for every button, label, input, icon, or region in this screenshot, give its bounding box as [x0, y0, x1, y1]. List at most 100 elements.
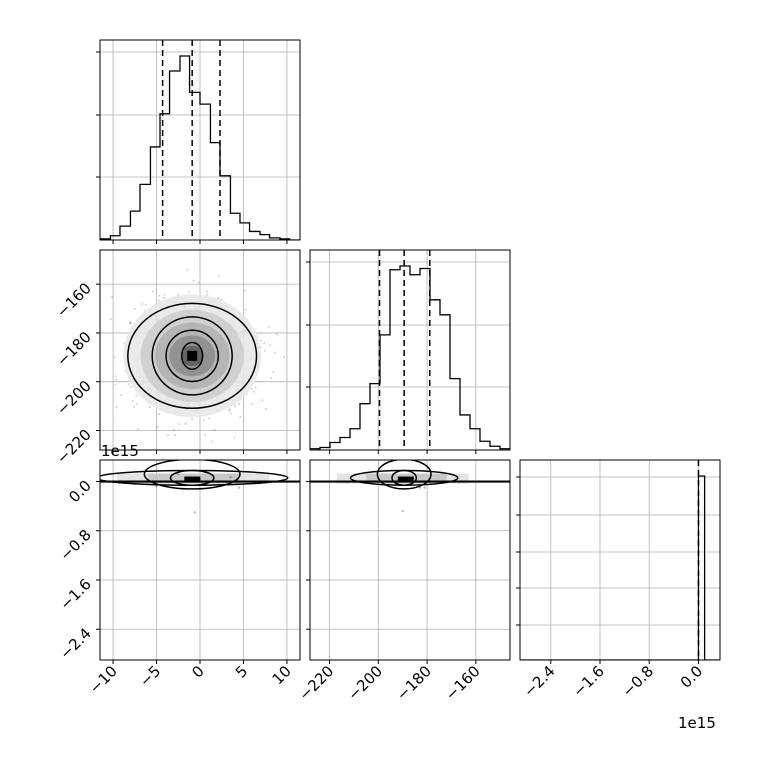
scatter-point: [202, 480, 205, 483]
z-tick-label: 0.0: [677, 662, 707, 692]
contour-line: [349, 469, 459, 486]
scatter-point: [188, 290, 191, 293]
scatter-point: [342, 480, 345, 483]
scatter-point: [495, 480, 498, 483]
contour-line: [180, 341, 204, 371]
scatter-point: [233, 436, 236, 439]
scatter-point: [129, 322, 133, 325]
scatter-point: [162, 296, 166, 300]
z-offset-label-bottom: 1e15: [678, 714, 716, 732]
scatter-point: [115, 406, 118, 409]
histogram-step: [310, 265, 510, 450]
scatter-point: [401, 509, 404, 513]
scatter-point: [119, 480, 121, 483]
scatter-point: [349, 480, 351, 483]
scatter-point: [492, 480, 495, 483]
scatter-point: [109, 480, 111, 483]
scatter-point: [399, 480, 401, 483]
panel-xy-density: [96, 249, 301, 454]
scatter-point: [255, 480, 258, 483]
scatter-point: [469, 480, 471, 483]
plot-area: [310, 460, 510, 660]
scatter-point: [418, 486, 421, 489]
scatter-point: [205, 480, 208, 483]
z-tick-label: −2.4: [520, 662, 558, 700]
scatter-point: [186, 269, 189, 272]
scatter-point: [362, 480, 365, 483]
scatter-point: [235, 480, 238, 483]
scatter-point: [105, 480, 108, 483]
x-tick-label: −5: [136, 662, 164, 690]
plot-area: [310, 250, 510, 450]
scatter-point: [402, 480, 405, 483]
scatter-point: [250, 387, 253, 390]
contour-line: [165, 329, 220, 383]
scatter-point: [142, 480, 145, 483]
scatter-point: [282, 356, 286, 359]
scatter-point: [102, 480, 105, 483]
scatter-point: [135, 394, 138, 397]
scatter-point: [228, 408, 231, 411]
scatter-point: [114, 375, 117, 378]
scatter-point: [133, 307, 136, 311]
scatter-point: [140, 303, 144, 306]
scatter-point: [332, 480, 335, 483]
contour-line: [100, 469, 289, 486]
scatter-point: [129, 480, 131, 483]
scatter-point: [145, 480, 148, 483]
histogram-step: [520, 475, 720, 660]
scatter-point: [158, 294, 161, 297]
scatter-point: [329, 480, 331, 483]
scatter-point: [149, 480, 151, 483]
scatter-point: [232, 480, 235, 483]
scatter-point: [261, 399, 264, 402]
scatter-point: [115, 480, 118, 483]
scatter-point: [229, 480, 231, 483]
scatter-point: [193, 511, 196, 514]
scatter-point: [462, 480, 465, 483]
scatter-point: [472, 480, 475, 483]
scatter-point: [122, 480, 125, 483]
scatter-point: [139, 480, 141, 483]
density-peak: [187, 350, 198, 361]
scatter-point: [182, 480, 185, 483]
scatter-point: [365, 480, 368, 483]
plot-area: [100, 460, 300, 660]
scatter-point: [128, 320, 132, 323]
scatter-point: [423, 486, 426, 489]
scatter-point: [113, 356, 116, 359]
scatter-point: [408, 476, 412, 479]
scatter-point: [392, 480, 395, 483]
panel-yz-density: [306, 459, 511, 664]
scatter-point: [267, 326, 270, 329]
scatter-point: [384, 484, 387, 487]
scatter-point: [375, 480, 378, 483]
scatter-point: [129, 321, 132, 325]
y-tick-label: −220: [295, 662, 337, 704]
scatter-point: [110, 296, 114, 299]
panel-xz-density: [96, 459, 301, 664]
scatter-point: [419, 480, 421, 483]
scatter-point: [209, 480, 211, 483]
axes-frame: [309, 249, 511, 451]
scatter-point: [339, 480, 341, 483]
scatter-point: [482, 480, 485, 483]
scatter-point: [269, 343, 272, 347]
scatter-point: [172, 429, 175, 432]
scatter-point: [262, 480, 265, 483]
y-tick-label: −160: [442, 662, 484, 704]
scatter-point: [225, 480, 228, 483]
scatter-point: [156, 425, 159, 428]
scatter-point: [429, 480, 431, 483]
contour-line: [376, 460, 432, 490]
scatter-point: [177, 473, 180, 476]
scatter-point: [372, 480, 375, 483]
x-tick-label: 5: [232, 662, 251, 681]
scatter-point: [115, 378, 118, 381]
scatter-point: [213, 429, 216, 432]
scatter-point: [112, 480, 115, 483]
scatter-point: [282, 480, 285, 483]
scatter-point: [295, 480, 298, 483]
z-tick-label-left: −0.8: [56, 526, 94, 564]
